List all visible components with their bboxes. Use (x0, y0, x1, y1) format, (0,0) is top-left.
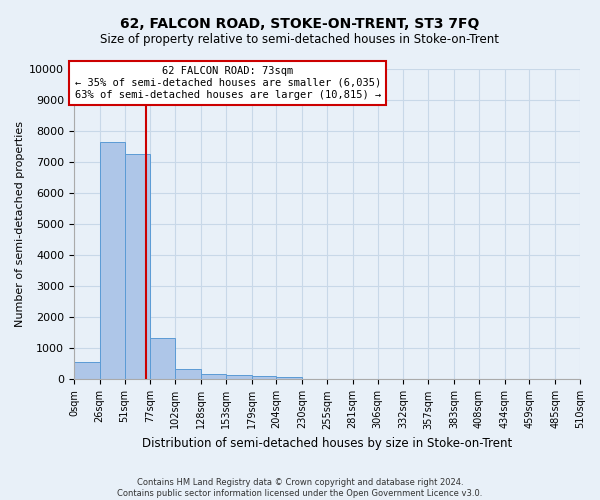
Bar (277, 377, 302, 380)
Text: Contains HM Land Registry data © Crown copyright and database right 2024.
Contai: Contains HM Land Registry data © Crown c… (118, 478, 482, 498)
X-axis label: Distribution of semi-detached houses by size in Stoke-on-Trent: Distribution of semi-detached houses by … (142, 437, 512, 450)
Bar (151, 338, 175, 380)
Bar (226, 376, 251, 380)
Bar (125, 154, 151, 380)
Text: 62 FALCON ROAD: 73sqm
← 35% of semi-detached houses are smaller (6,035)
63% of s: 62 FALCON ROAD: 73sqm ← 35% of semi-deta… (74, 66, 381, 100)
Y-axis label: Number of semi-detached properties: Number of semi-detached properties (15, 121, 25, 327)
Bar (251, 376, 277, 380)
Bar (175, 368, 201, 380)
Text: 62, FALCON ROAD, STOKE-ON-TRENT, ST3 7FQ: 62, FALCON ROAD, STOKE-ON-TRENT, ST3 7FQ (121, 18, 479, 32)
Text: Size of property relative to semi-detached houses in Stoke-on-Trent: Size of property relative to semi-detach… (101, 32, 499, 46)
Bar (74, 362, 100, 380)
Bar (100, 142, 125, 380)
Bar (201, 374, 226, 380)
